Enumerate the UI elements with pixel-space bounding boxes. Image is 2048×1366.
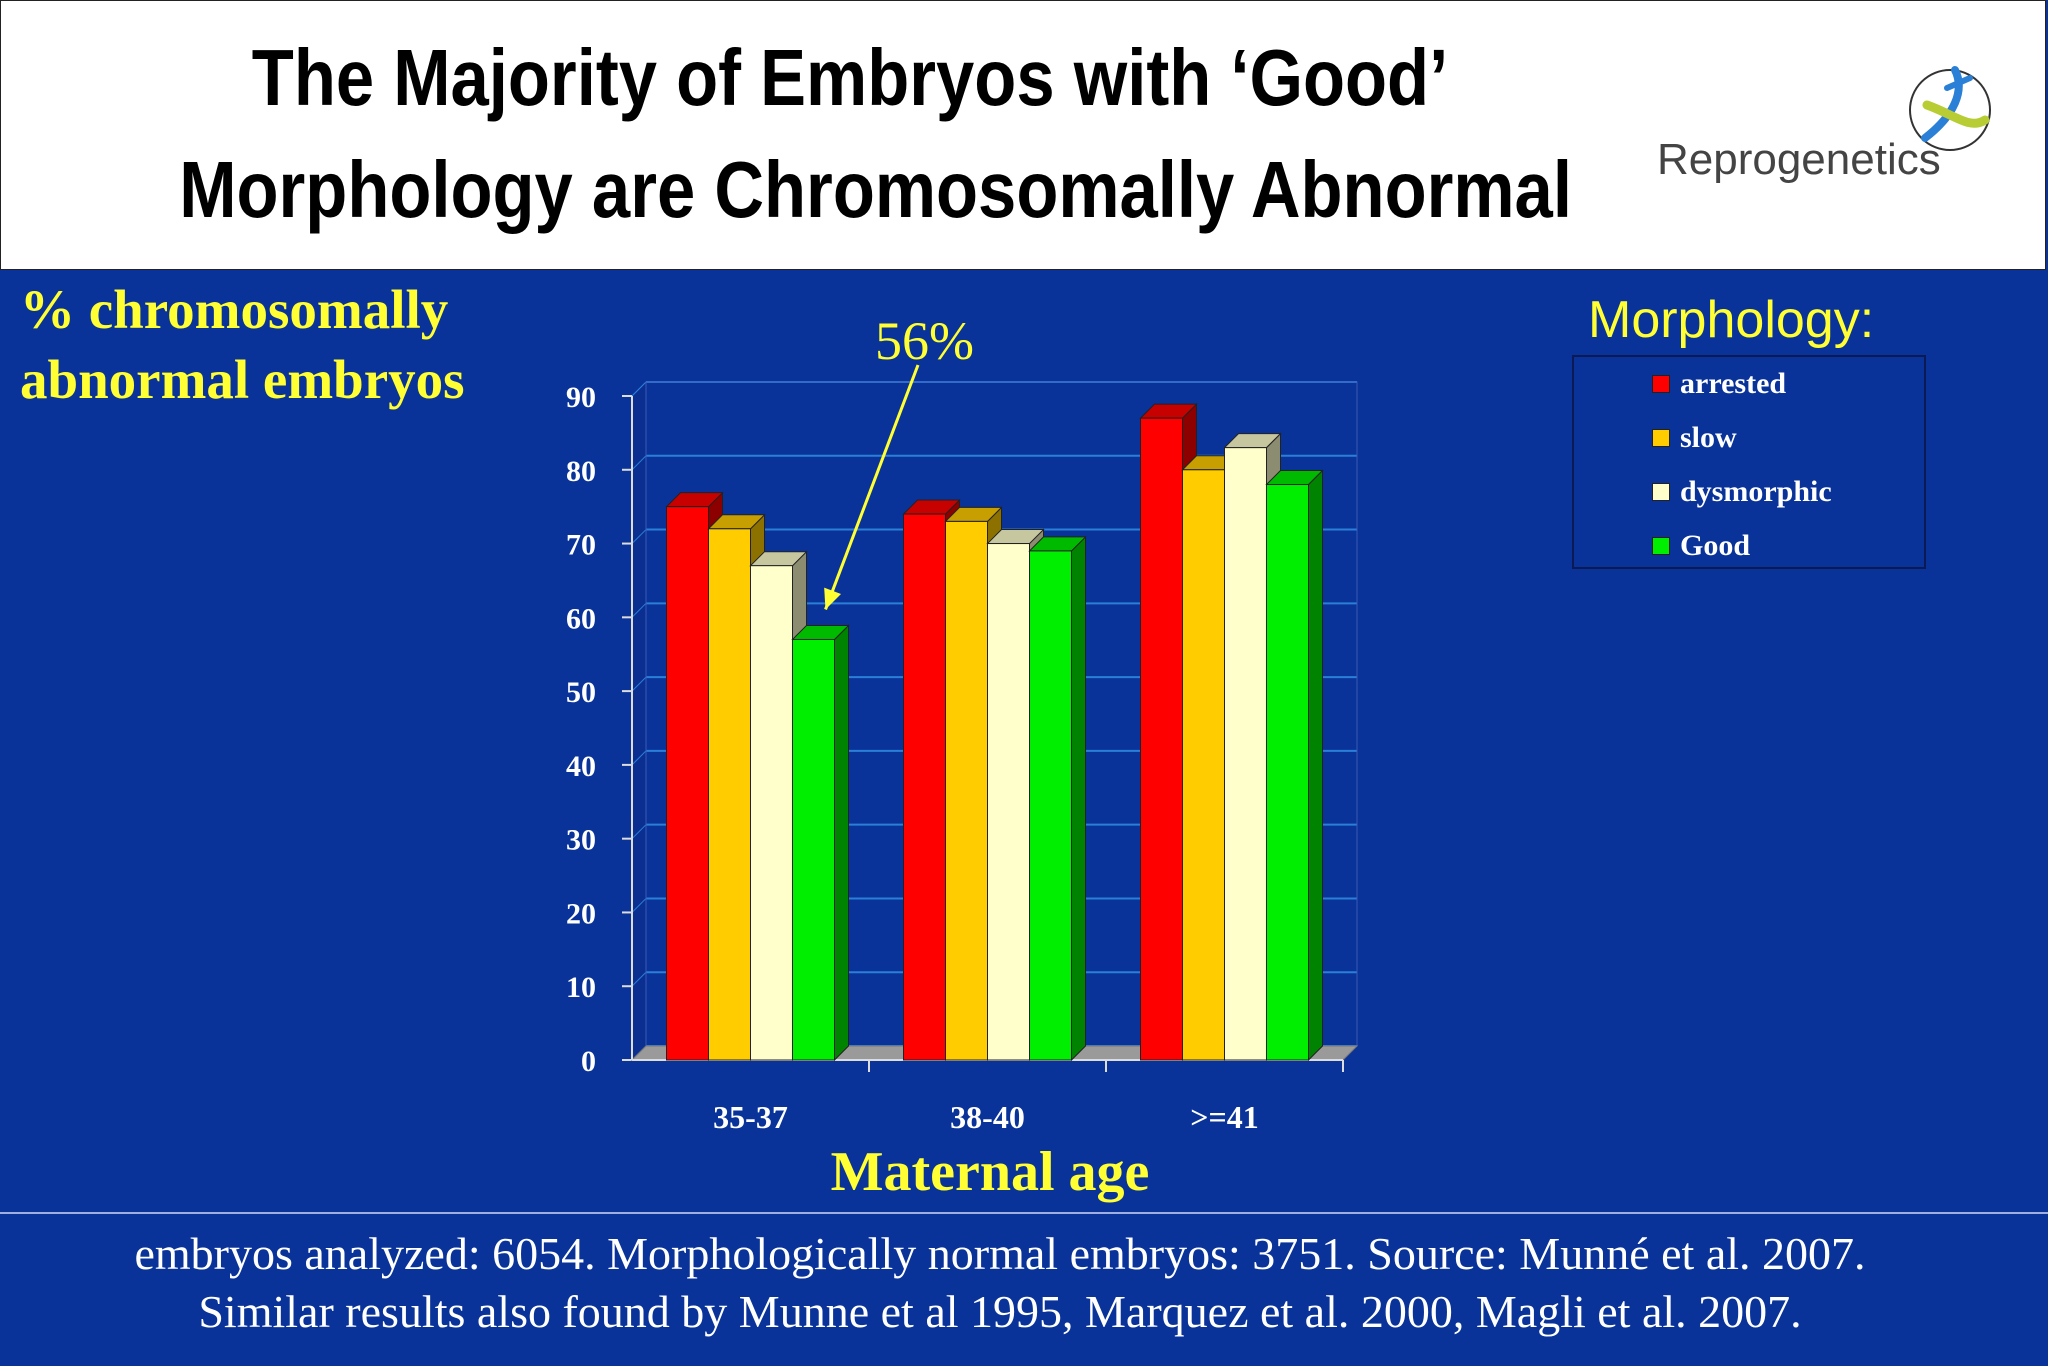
gridline-depth <box>631 455 647 471</box>
legend: arrested slow dysmorphic Good <box>1572 355 1926 569</box>
gridline-depth <box>631 824 647 840</box>
y-axis-label-line1: % chromosomally <box>20 279 449 340</box>
y-tick-label: 80 <box>566 455 596 488</box>
footer-line2: Similar results also found by Munne et a… <box>198 1286 1802 1337</box>
bar-good->=41 <box>1266 484 1309 1061</box>
legend-swatch-dysmorphic <box>1652 483 1670 501</box>
bar-side <box>1308 469 1323 1062</box>
dna-icon <box>1909 66 1991 151</box>
slide-title-line2: Morphology are Chromosomally Abnormal <box>179 145 1572 234</box>
gridline-depth <box>631 971 647 987</box>
x-tick-label: 35-37 <box>713 1099 788 1135</box>
bar-slow-38-40 <box>945 520 988 1061</box>
annotation-label: 56% <box>875 311 974 371</box>
bar-arrested-38-40 <box>903 513 946 1061</box>
legend-label-dysmorphic: dysmorphic <box>1680 475 1832 508</box>
gridline-depth <box>631 750 647 766</box>
gridline-depth <box>631 529 647 544</box>
bar-dysmorphic->=41 <box>1224 447 1267 1061</box>
slide-title: The Majority of Embryos with ‘Good’ Morp… <box>179 22 1572 246</box>
gridline-depth <box>631 898 647 913</box>
footer-text: embryos analyzed: 6054. Morphologically … <box>0 1225 2000 1341</box>
bar-good-35-37 <box>792 638 835 1061</box>
gridline-depth <box>631 676 647 692</box>
legend-title: Morphology: <box>1588 291 1875 349</box>
footer-divider <box>0 1212 2048 1214</box>
legend-label-arrested: arrested <box>1680 367 1787 400</box>
y-tick-label: 10 <box>566 971 596 1004</box>
y-tick-label: 0 <box>581 1045 596 1078</box>
legend-item-arrested: arrested <box>1652 367 1787 400</box>
legend-swatch-arrested <box>1652 375 1670 393</box>
legend-label-slow: slow <box>1680 421 1737 454</box>
bar-side <box>1071 535 1086 1062</box>
x-tick-label: >=41 <box>1190 1099 1258 1135</box>
y-axis-label-line2: abnormal embryos <box>20 349 465 410</box>
y-tick-label: 50 <box>566 676 596 709</box>
bar-dysmorphic-35-37 <box>750 565 793 1061</box>
gridline-depth <box>631 602 647 618</box>
legend-swatch-slow <box>1652 429 1670 447</box>
y-axis-label: % chromosomally abnormal embryos <box>20 275 465 415</box>
bar-side <box>834 624 849 1062</box>
annotation-arrowhead <box>824 587 841 610</box>
bar-arrested-35-37 <box>666 506 709 1061</box>
bar-slow->=41 <box>1182 469 1225 1061</box>
logo-text: Reprogenetics <box>1657 135 1941 184</box>
legend-item-slow: slow <box>1652 421 1737 454</box>
title-banner <box>0 0 2046 270</box>
y-tick-label: 90 <box>566 381 596 414</box>
legend-label-good: Good <box>1680 529 1751 562</box>
annotation-arrow <box>824 364 920 610</box>
legend-item-good: Good <box>1652 529 1751 562</box>
gridline-depth <box>631 381 647 397</box>
bar-arrested->=41 <box>1140 417 1183 1061</box>
side-wall <box>631 380 647 1062</box>
x-axis-label: Maternal age <box>830 1141 1150 1203</box>
y-tick-label: 70 <box>566 529 596 562</box>
y-tick-label: 30 <box>566 824 596 857</box>
legend-swatch-good <box>1652 537 1670 555</box>
bar-good-38-40 <box>1029 550 1072 1061</box>
y-tick-label: 60 <box>566 602 596 635</box>
y-tick-label: 40 <box>566 750 596 783</box>
bar-dysmorphic-38-40 <box>987 543 1030 1061</box>
reprogenetics-logo <box>1909 66 1991 151</box>
slide-title-line1: The Majority of Embryos with ‘Good’ <box>251 33 1449 122</box>
y-tick-label: 20 <box>566 897 596 930</box>
x-tick-label: 38-40 <box>950 1099 1025 1135</box>
footer-line1: embryos analyzed: 6054. Morphologically … <box>134 1228 1866 1279</box>
bar-slow-35-37 <box>708 528 751 1061</box>
legend-item-dysmorphic: dysmorphic <box>1652 475 1832 508</box>
